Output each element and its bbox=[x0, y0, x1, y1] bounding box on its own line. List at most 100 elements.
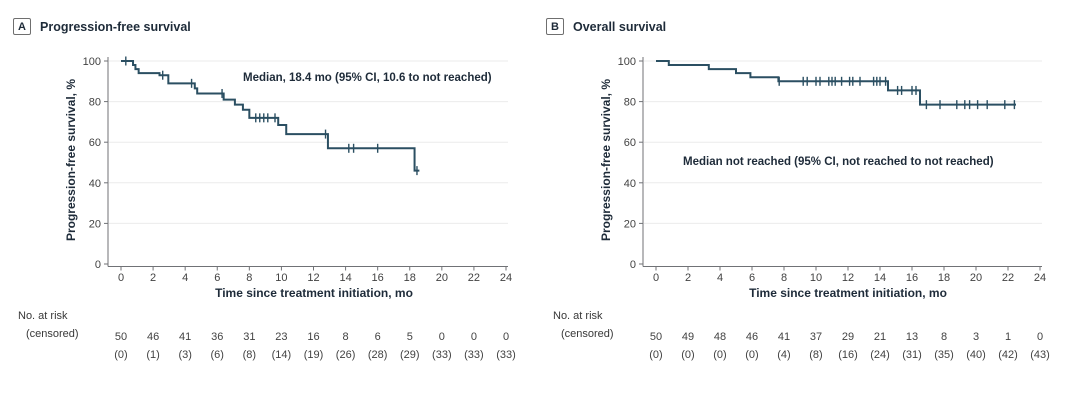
x-tick-label: 14 bbox=[874, 272, 886, 284]
y-tick-label: 60 bbox=[89, 137, 101, 149]
risk-count: 41 bbox=[778, 331, 790, 343]
y-tick-label: 40 bbox=[624, 178, 636, 190]
x-tick-label: 24 bbox=[1034, 272, 1046, 284]
x-tick-label: 4 bbox=[717, 272, 723, 284]
x-tick-label: 2 bbox=[150, 272, 156, 284]
x-tick-label: 6 bbox=[214, 272, 220, 284]
x-tick-label: 20 bbox=[970, 272, 982, 284]
x-tick-label: 14 bbox=[339, 272, 351, 284]
censored-count: (4) bbox=[777, 349, 790, 361]
censored-count: (3) bbox=[178, 349, 191, 361]
risk-count: 29 bbox=[842, 331, 854, 343]
x-tick-label: 8 bbox=[781, 272, 787, 284]
panel-progression-free-survival: 0 20 40 60 80 100 0 2 4 6 8 10 12 14 16 18 20 22 24 50 (0) 46… bbox=[13, 18, 516, 361]
censored-count: (35) bbox=[934, 349, 954, 361]
risk-count: 37 bbox=[810, 331, 822, 343]
risk-count: 0 bbox=[1037, 331, 1043, 343]
risk-count: 49 bbox=[682, 331, 694, 343]
x-tick-label: 18 bbox=[404, 272, 416, 284]
censored-count: (24) bbox=[870, 349, 890, 361]
risk-count: 13 bbox=[906, 331, 918, 343]
panel-a-header: A Progression-free survival bbox=[13, 18, 191, 35]
censored-count: (33) bbox=[432, 349, 452, 361]
censored-count: (8) bbox=[243, 349, 256, 361]
x-tick-label: 6 bbox=[749, 272, 755, 284]
panel-title: Progression-free survival bbox=[40, 19, 191, 34]
x-axis-label: Time since treatment initiation, mo bbox=[749, 286, 947, 300]
y-tick-label: 20 bbox=[624, 218, 636, 230]
x-tick-label: 0 bbox=[118, 272, 124, 284]
y-tick-label: 0 bbox=[630, 259, 636, 271]
risk-count: 5 bbox=[407, 331, 413, 343]
x-tick-label: 22 bbox=[468, 272, 480, 284]
x-tick-label: 16 bbox=[906, 272, 918, 284]
censored-count: (43) bbox=[1030, 349, 1050, 361]
y-tick-label: 60 bbox=[624, 137, 636, 149]
y-tick-label: 80 bbox=[624, 97, 636, 109]
risk-count: 36 bbox=[211, 331, 223, 343]
risk-count: 50 bbox=[650, 331, 662, 343]
censored-count: (33) bbox=[496, 349, 516, 361]
risk-table-sublabel: (censored) bbox=[561, 328, 614, 340]
panel-letter-badge: A bbox=[13, 18, 31, 35]
x-tick-label: 18 bbox=[938, 272, 950, 284]
x-tick-label: 20 bbox=[436, 272, 448, 284]
censored-count: (0) bbox=[681, 349, 694, 361]
censored-count: (19) bbox=[304, 349, 324, 361]
risk-count: 8 bbox=[941, 331, 947, 343]
median-annotation: Median not reached (95% CI, not reached … bbox=[683, 156, 994, 168]
risk-table-sublabel: (censored) bbox=[26, 328, 79, 340]
x-axis-label: Time since treatment initiation, mo bbox=[215, 286, 413, 300]
risk-count: 46 bbox=[746, 331, 758, 343]
x-tick-label: 8 bbox=[246, 272, 252, 284]
km-curve bbox=[121, 60, 420, 172]
x-tick-label: 12 bbox=[842, 272, 854, 284]
risk-count: 41 bbox=[179, 331, 191, 343]
risk-count: 8 bbox=[343, 331, 349, 343]
x-tick-label: 10 bbox=[275, 272, 287, 284]
censored-count: (40) bbox=[966, 349, 986, 361]
median-annotation: Median, 18.4 mo (95% CI, 10.6 to not rea… bbox=[243, 72, 492, 84]
risk-count: 16 bbox=[307, 331, 319, 343]
panel-overall-survival: 0 20 40 60 80 100 0 2 4 6 8 10 12 14 16 18 20 22 24 50 (0) 49… bbox=[540, 0, 1080, 400]
risk-count: 0 bbox=[439, 331, 445, 343]
panel-letter-badge: B bbox=[546, 18, 564, 35]
y-tick-label: 100 bbox=[83, 56, 101, 68]
risk-count: 3 bbox=[973, 331, 979, 343]
censored-count: (14) bbox=[272, 349, 292, 361]
y-axis-label: Progression-free survival, % bbox=[64, 78, 78, 242]
y-tick-label: 0 bbox=[95, 259, 101, 271]
censored-count: (0) bbox=[745, 349, 758, 361]
censored-count: (33) bbox=[464, 349, 484, 361]
censored-count: (8) bbox=[809, 349, 822, 361]
risk-count: 0 bbox=[503, 331, 509, 343]
risk-table-label: No. at risk bbox=[18, 310, 68, 322]
x-tick-label: 4 bbox=[182, 272, 188, 284]
censored-count: (42) bbox=[998, 349, 1018, 361]
x-tick-label: 22 bbox=[1002, 272, 1014, 284]
y-tick-label: 80 bbox=[89, 97, 101, 109]
risk-count: 23 bbox=[275, 331, 287, 343]
risk-count: 50 bbox=[115, 331, 127, 343]
censored-count: (26) bbox=[336, 349, 356, 361]
risk-count: 46 bbox=[147, 331, 159, 343]
risk-count: 0 bbox=[471, 331, 477, 343]
risk-count: 48 bbox=[714, 331, 726, 343]
y-tick-label: 40 bbox=[89, 178, 101, 190]
x-tick-label: 16 bbox=[372, 272, 384, 284]
censored-count: (0) bbox=[114, 349, 127, 361]
risk-table-label: No. at risk bbox=[553, 310, 603, 322]
censored-count: (0) bbox=[649, 349, 662, 361]
risk-count: 31 bbox=[243, 331, 255, 343]
censored-count: (6) bbox=[211, 349, 224, 361]
censored-count: (29) bbox=[400, 349, 420, 361]
panel-title: Overall survival bbox=[573, 19, 667, 34]
risk-count: 1 bbox=[1005, 331, 1011, 343]
y-axis-label: Progression-free survival, % bbox=[599, 78, 613, 242]
censored-count: (0) bbox=[713, 349, 726, 361]
y-tick-label: 100 bbox=[618, 56, 636, 68]
x-tick-label: 24 bbox=[500, 272, 512, 284]
km-curve bbox=[656, 60, 1016, 106]
